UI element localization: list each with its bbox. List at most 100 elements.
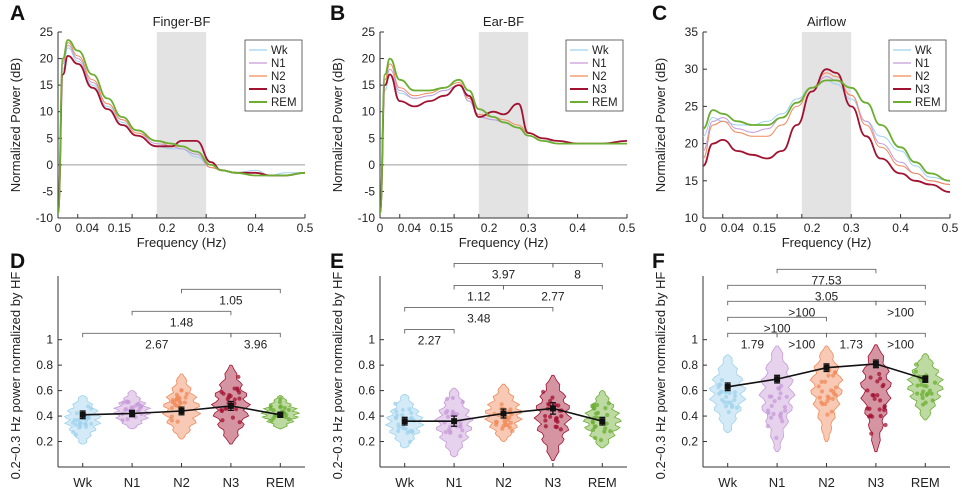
data-point [716, 385, 721, 390]
data-point [277, 400, 283, 405]
x-tick-label: 0.5 [942, 221, 959, 235]
data-point [872, 396, 877, 402]
x-tick-label-wk: Wk [395, 475, 414, 490]
data-point [502, 418, 507, 423]
data-point [507, 425, 512, 430]
y-tick-label: 0.4 [36, 409, 53, 423]
data-point [913, 362, 919, 367]
comparison-bracket [727, 316, 827, 322]
bayes-factor-label: 3.48 [467, 311, 491, 325]
bayes-factor-label: 1.12 [467, 289, 491, 303]
data-point [919, 392, 925, 397]
data-point [407, 407, 412, 412]
mean-marker [79, 411, 86, 418]
data-point [125, 417, 130, 422]
data-point [877, 371, 882, 377]
data-point [915, 383, 920, 388]
mean-marker [599, 418, 606, 425]
x-tick-label: 0.5 [619, 221, 636, 235]
data-point [606, 401, 611, 406]
y-tick-label: 1 [691, 333, 698, 347]
data-point [445, 408, 450, 414]
data-point [870, 393, 875, 398]
data-point [172, 402, 178, 408]
comparison-bracket [181, 288, 281, 294]
data-point [410, 430, 415, 435]
y-tick-label: 20 [685, 137, 699, 151]
bayes-factor-label: >100 [764, 321, 791, 335]
x-tick-label-n1: N1 [446, 475, 463, 490]
data-point [829, 409, 834, 414]
series-line-rem [57, 39, 306, 214]
data-point [508, 420, 513, 425]
data-point [169, 414, 174, 419]
data-point [881, 382, 886, 387]
data-point [920, 402, 926, 407]
series-line-rem [702, 79, 951, 182]
panel-title: Ear-BF [483, 14, 524, 29]
shaded-band [156, 32, 207, 218]
data-point [393, 409, 399, 414]
data-point [237, 420, 242, 425]
panel-title: Airflow [807, 14, 847, 29]
x-tick-label: 0 [377, 221, 384, 235]
data-point [780, 419, 785, 424]
data-point [769, 394, 774, 399]
series-line-n3 [379, 73, 628, 214]
panel-letter: E [330, 250, 344, 273]
mean-marker [277, 411, 284, 418]
data-point [400, 413, 405, 418]
bayes-factor-label: 2.27 [418, 333, 442, 347]
legend-label-n1: N1 [592, 58, 607, 70]
data-point [169, 418, 174, 423]
x-tick-label-n2: N2 [173, 475, 190, 490]
mean-marker [549, 405, 556, 412]
data-point [499, 402, 504, 407]
data-point [769, 403, 774, 409]
data-point [819, 379, 824, 384]
x-tick-label: 0 [55, 221, 62, 235]
data-point [396, 424, 402, 430]
data-point [778, 411, 784, 416]
data-point [603, 426, 608, 431]
shaded-band [478, 32, 529, 218]
y-tick-label: 35 [685, 25, 699, 39]
data-point [825, 412, 830, 417]
data-point [732, 390, 738, 395]
legend-label-rem: REM [271, 97, 297, 109]
data-point [865, 388, 870, 393]
x-tick-label-rem: REM [911, 475, 940, 490]
data-point [817, 395, 822, 400]
panel-letter: F [652, 250, 665, 273]
panel-b-ear-bf: -10 -5 0 5 10 15 20 25 0 0.04 0.15 0.2 0.3 0.4 0.5 Freq… [330, 2, 636, 250]
y-tick-label: 0.6 [681, 384, 698, 398]
data-point [868, 375, 873, 380]
x-tick-label: 0.3 [520, 221, 537, 235]
y-tick-label: -10 [358, 211, 376, 225]
data-point [174, 392, 180, 397]
y-tick-label: 5 [368, 131, 375, 145]
data-point [278, 396, 283, 401]
data-point [126, 400, 131, 405]
data-point [88, 406, 94, 411]
legend-label-rem: REM [592, 97, 618, 109]
x-tick-label: 0 [700, 221, 707, 235]
data-point [604, 421, 609, 426]
y-tick-label: 10 [685, 211, 699, 225]
data-point [825, 398, 830, 404]
bayes-factor-label: >100 [788, 337, 815, 351]
panel-c-airflow: 10 15 20 25 30 35 0 0.04 0.15 0.2 0.3 0.4 0.5 Frequen… [652, 2, 959, 250]
data-point [543, 413, 548, 419]
legend-label-n2: N2 [915, 71, 930, 83]
data-point [830, 373, 836, 378]
data-point [920, 395, 925, 401]
data-point [777, 396, 782, 401]
data-point [833, 370, 838, 375]
data-point [224, 406, 229, 411]
data-point [593, 435, 598, 441]
y-axis-label: 0.2~0.3 Hz power normalized by HF [653, 272, 668, 480]
y-tick-label: 25 [685, 99, 699, 113]
y-tick-label: 1 [46, 333, 53, 347]
mean-marker [774, 376, 781, 383]
y-tick-label: -5 [42, 184, 53, 198]
